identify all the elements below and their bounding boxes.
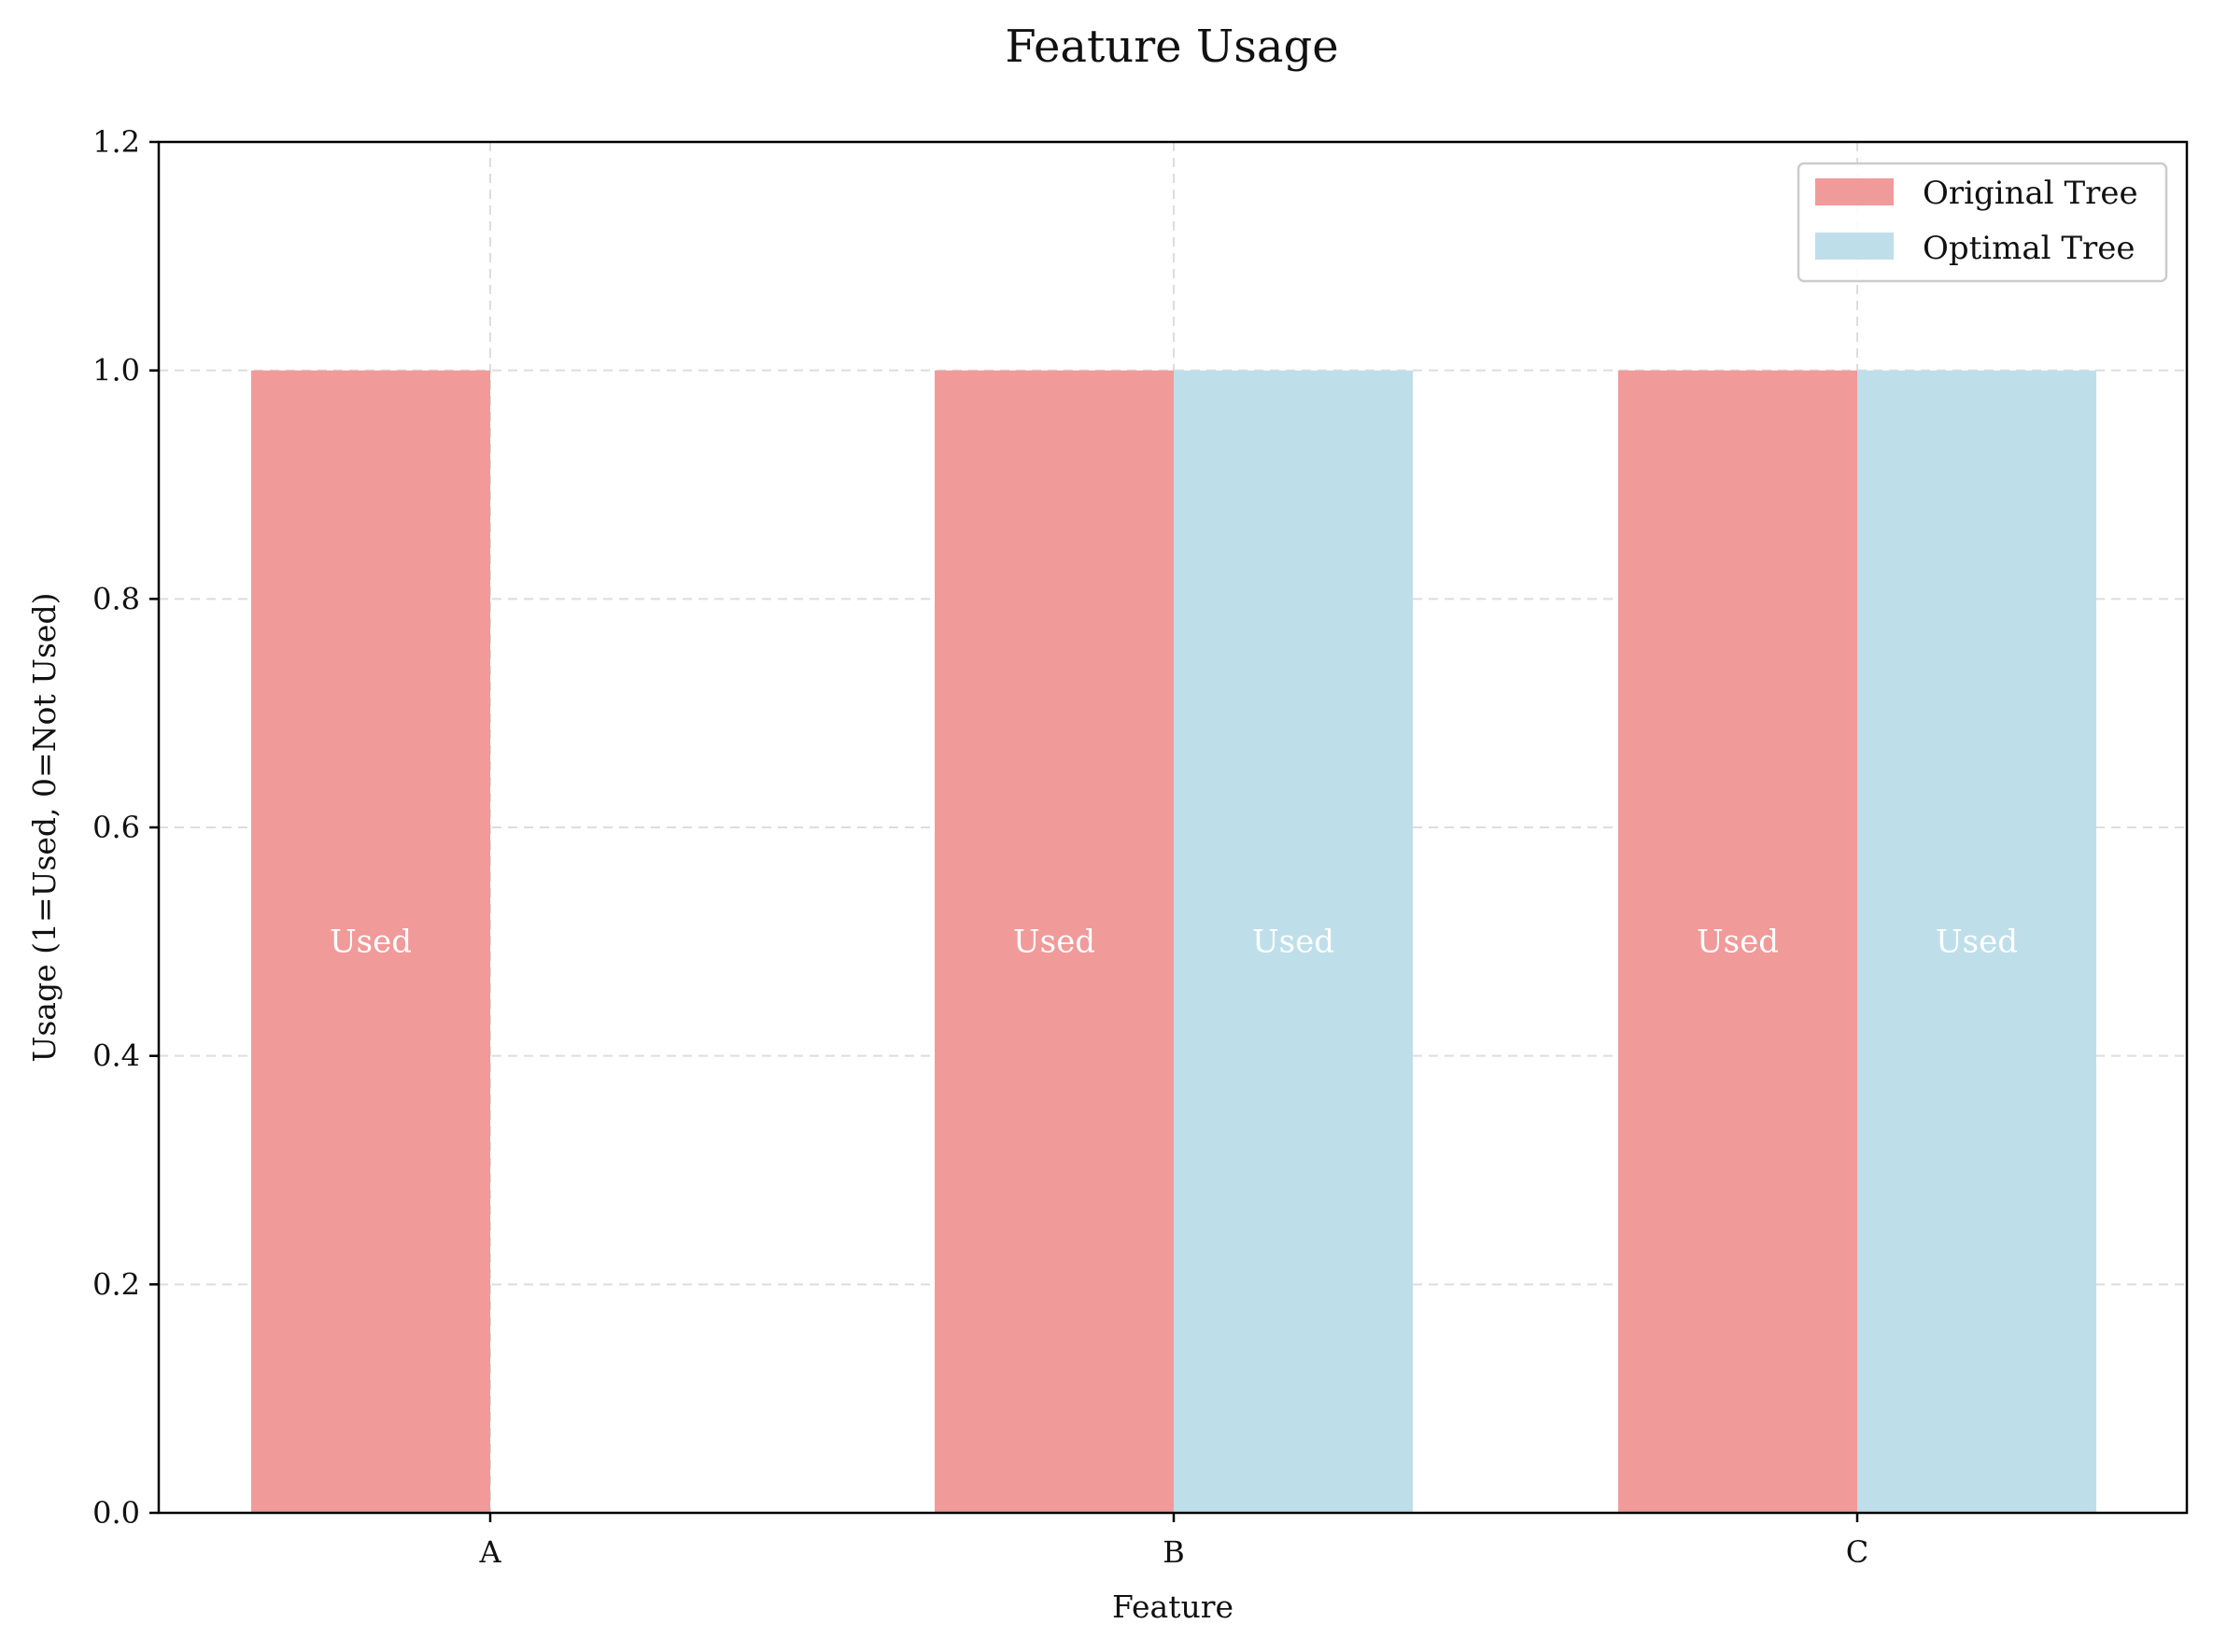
y-tick-label: 0.8 <box>92 581 140 616</box>
x-tick-label: C <box>1846 1534 1868 1570</box>
bar-original-tree-a <box>251 370 490 1514</box>
bar-label-optimal-tree-c: Used <box>1936 923 2018 960</box>
bar-label-optimal-tree-b: Used <box>1252 923 1334 960</box>
legend: Original Tree Optimal Tree <box>1797 162 2168 283</box>
bar-label-original-tree-a: Used <box>330 923 412 960</box>
y-tick-label: 0.4 <box>92 1038 140 1074</box>
y-axis-ticks: 0.0 0.2 0.4 0.6 0.8 1.0 1.2 <box>92 124 159 1531</box>
bar-optimal-tree-b <box>1174 370 1413 1514</box>
bar-label-original-tree-c: Used <box>1697 923 1779 960</box>
bar-label-original-tree-b: Used <box>1013 923 1095 960</box>
y-axis-label: Usage (1=Used, 0=Not Used) <box>26 593 63 1063</box>
x-axis-ticks: A B C <box>478 1513 1868 1570</box>
bar-labels: Used Used Used Used Used <box>330 923 2018 960</box>
x-tick-label: A <box>478 1534 501 1570</box>
legend-swatch-optimal-tree <box>1815 233 1894 260</box>
y-tick-label: 0.0 <box>92 1495 140 1531</box>
y-tick-label: 1.0 <box>92 353 140 388</box>
x-axis-label: Feature <box>1112 1588 1233 1625</box>
legend-swatch-original-tree <box>1815 178 1894 205</box>
bar-optimal-tree-c <box>1857 370 2096 1514</box>
y-tick-label: 0.6 <box>92 810 140 845</box>
bars <box>251 370 2096 1514</box>
chart-title: Feature Usage <box>1005 21 1338 73</box>
bar-original-tree-c <box>1618 370 1857 1514</box>
bar-original-tree-b <box>935 370 1174 1514</box>
legend-label-optimal-tree: Optimal Tree <box>1923 230 2135 267</box>
y-tick-label: 1.2 <box>92 124 140 160</box>
legend-label-original-tree: Original Tree <box>1923 175 2138 212</box>
y-tick-label: 0.2 <box>92 1266 140 1302</box>
x-tick-label: B <box>1163 1534 1185 1570</box>
